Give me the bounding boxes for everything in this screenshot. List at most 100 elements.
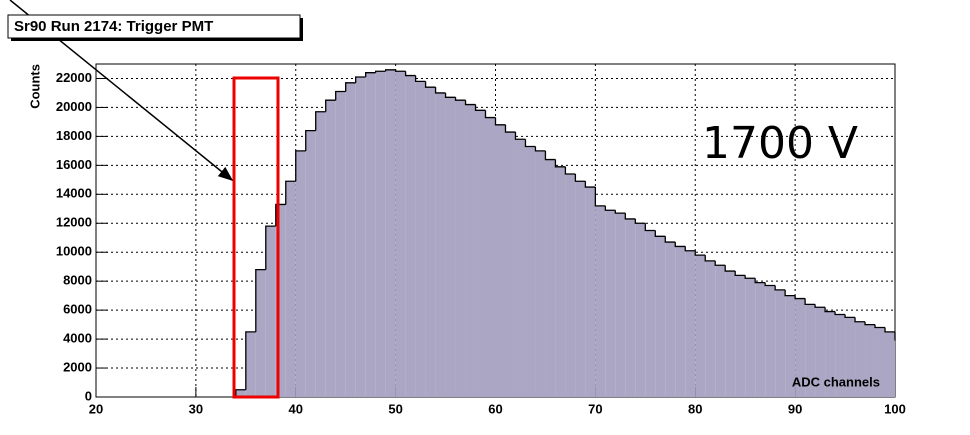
bar xyxy=(505,132,516,397)
bar xyxy=(475,110,486,397)
bar-outline xyxy=(854,317,866,323)
bar xyxy=(385,69,396,397)
bar xyxy=(465,104,476,398)
y-tick-label: 8000 xyxy=(63,273,92,288)
bar-outline xyxy=(644,223,656,232)
bar xyxy=(415,81,426,398)
bar-outline xyxy=(414,75,426,83)
bar-outline xyxy=(634,218,646,224)
bar xyxy=(645,230,656,397)
bar-outline xyxy=(504,124,516,133)
bar-outline xyxy=(664,236,676,243)
bar-outline xyxy=(494,117,506,126)
x-tick-label: 60 xyxy=(488,401,502,416)
bar-outline xyxy=(444,92,456,98)
bar xyxy=(515,139,526,397)
bar-outline xyxy=(335,90,346,101)
bar-outline xyxy=(464,100,476,106)
bar-outline xyxy=(285,180,296,205)
bar xyxy=(835,314,846,397)
bar xyxy=(535,150,546,397)
bar-outline xyxy=(614,210,626,214)
bar-outline xyxy=(384,69,396,72)
x-tick-label: 100 xyxy=(884,401,906,416)
bar xyxy=(885,331,895,397)
bar xyxy=(695,255,706,397)
y-tick-label: 6000 xyxy=(63,302,92,317)
bar xyxy=(715,265,726,397)
y-tick-label: 0 xyxy=(85,388,92,403)
bar-outline xyxy=(574,174,586,182)
bar-outline xyxy=(674,242,686,248)
bar xyxy=(545,159,556,397)
bar-outline xyxy=(754,278,766,284)
bar-outline xyxy=(714,260,726,266)
bar-outline xyxy=(245,331,256,390)
bar xyxy=(745,278,756,397)
bar xyxy=(735,275,746,397)
bar xyxy=(425,87,436,397)
bar-outline xyxy=(874,324,886,329)
bar xyxy=(235,389,246,397)
bar xyxy=(625,218,636,397)
bar xyxy=(285,181,296,397)
bar-outline xyxy=(514,132,526,140)
bar xyxy=(805,304,816,397)
bar-outline xyxy=(315,111,326,131)
bar xyxy=(725,271,736,397)
bar xyxy=(665,242,676,397)
bar-outline xyxy=(764,282,776,287)
bar-outline xyxy=(774,285,786,291)
bar-outline xyxy=(295,150,306,182)
bar-outline xyxy=(694,250,706,256)
bar xyxy=(455,100,466,398)
bar xyxy=(845,317,856,397)
x-tick-label: 80 xyxy=(688,401,702,416)
bar xyxy=(345,82,356,397)
bar-outline xyxy=(394,69,406,72)
bar-outline xyxy=(834,311,846,316)
y-tick-label: 12000 xyxy=(56,215,92,230)
bar xyxy=(355,77,366,398)
bar xyxy=(335,91,346,397)
bar xyxy=(675,246,686,397)
bar-outline xyxy=(235,389,246,397)
bar xyxy=(265,226,276,397)
bar-outline xyxy=(804,298,816,305)
bar xyxy=(365,72,376,398)
bar xyxy=(705,260,716,397)
bar xyxy=(325,100,336,398)
bar-outline xyxy=(265,225,276,270)
bar-outline xyxy=(534,146,546,152)
bar xyxy=(255,269,266,397)
bar xyxy=(605,210,616,397)
bar-outline xyxy=(305,129,316,151)
chart-title: Sr90 Run 2174: Trigger PMT xyxy=(14,18,213,35)
bar xyxy=(785,295,796,397)
x-tick-label: 40 xyxy=(289,401,303,416)
bar-outline xyxy=(275,203,286,227)
bar xyxy=(395,71,406,397)
bar-outline xyxy=(434,87,446,94)
y-tick-label: 10000 xyxy=(56,244,92,259)
bar xyxy=(865,324,876,397)
bar xyxy=(445,97,456,398)
bar xyxy=(585,187,596,397)
bar-outline xyxy=(484,110,496,119)
title-box xyxy=(7,14,301,39)
bar-outline xyxy=(544,150,556,161)
bar-outline xyxy=(424,81,436,88)
bar-outline xyxy=(684,246,696,252)
y-tick-label: 22000 xyxy=(56,70,92,85)
bar xyxy=(765,285,776,397)
y-axis-label: Counts xyxy=(27,64,42,109)
bar xyxy=(595,205,606,397)
bar xyxy=(275,204,286,397)
bar xyxy=(775,289,786,397)
bar-outline xyxy=(604,205,616,211)
bar-outline xyxy=(404,71,416,77)
bar xyxy=(555,166,566,397)
bar-outline xyxy=(744,275,756,279)
bar-outline xyxy=(624,213,636,220)
bar xyxy=(575,181,586,397)
